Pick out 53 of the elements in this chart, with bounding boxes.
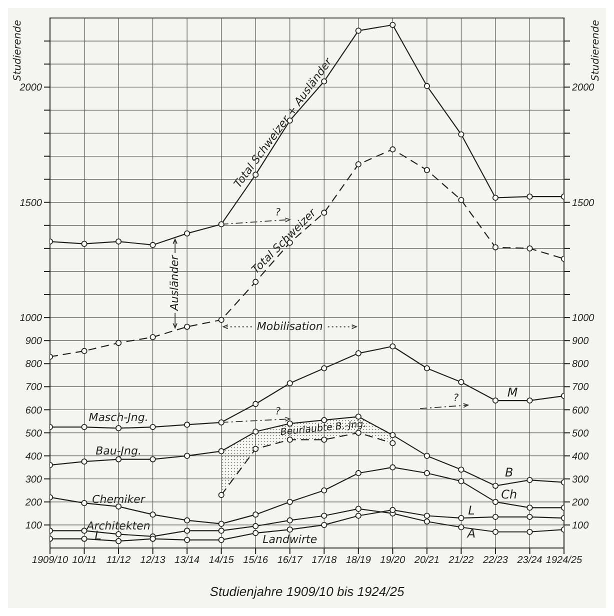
y-tick-label: 1000 [20,313,42,324]
annotation: Ch [501,487,518,502]
x-tick-label: 17/18 [312,555,338,566]
y-tick-label: 700 [25,382,42,394]
annotation: A [466,526,476,540]
text: Beurlaubte B.-Jng. [280,418,367,438]
y-tick-label: 400 [25,451,42,462]
x-tick-label: 21/22 [448,555,474,566]
y2-tick-label: 100 [572,520,590,532]
y-tick-label: 800 [25,359,42,370]
x-tick-label: 1909/10 [32,555,69,566]
y2-tick-label: 900 [572,336,590,348]
y-tick-label: 300 [25,474,42,486]
annotation: B [505,465,514,480]
y-tick-label: 500 [25,428,42,440]
y2-tick-label: 200 [571,497,590,508]
y2-tick-label: 1500 [572,198,595,209]
y-tick-label: 1500 [20,198,42,209]
x-tick-label: 16/17 [277,555,303,566]
x-tick-label: 23/24 [516,555,543,566]
y2-tick-label: 600 [572,405,590,416]
x-tick-label: 19/20 [380,555,406,566]
x-tick-label: 11/12 [106,555,132,566]
y2-tick-label: 500 [572,428,590,440]
y2-tick-label: 2000 [571,82,595,94]
x-tick-label: 10/11 [72,555,96,566]
x-axis-title: Studienjahre 1909/10 bis 1924/25 [210,584,405,599]
y-axis-title: Studierende [12,20,24,81]
annotation: M [507,385,518,400]
x-tick-label: 20/21 [413,555,440,566]
y2-tick-label: 700 [572,382,590,394]
y-tick-label: 900 [25,336,42,348]
x-tick-label: 18/19 [346,555,372,566]
x-tick-label: 12/13 [140,555,166,566]
y2-tick-label: 800 [572,359,590,370]
annotation: Ausländer [168,254,182,312]
annotation: ? [453,392,460,404]
series-label: Bau-Jng. [96,444,142,458]
y-tick-label: 100 [25,520,42,532]
y2-axis-title: Studierende [590,20,602,81]
x-tick-label: 22/23 [482,555,508,566]
x-tick-label: 13/14 [174,555,200,566]
x-tick-label: 14/15 [208,555,234,566]
y2-tick-label: 300 [572,474,590,486]
y2-tick-label: 1000 [572,313,595,324]
x-tick-label: 15/16 [243,555,269,566]
y-tick-label: 2000 [18,82,42,94]
annotation: L [468,503,475,518]
series-label: Masch-Jng. [88,411,148,424]
y-tick-label: 600 [25,405,42,416]
x-tick-label: 1924/25 [546,555,583,566]
y-tick-label: 200 [24,497,42,508]
y2-tick-label: 400 [572,451,590,462]
